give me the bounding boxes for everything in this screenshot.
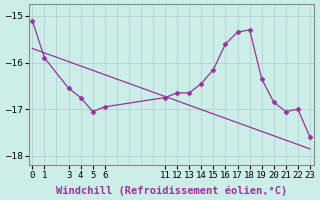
X-axis label: Windchill (Refroidissement éolien,°C): Windchill (Refroidissement éolien,°C) bbox=[56, 185, 287, 196]
